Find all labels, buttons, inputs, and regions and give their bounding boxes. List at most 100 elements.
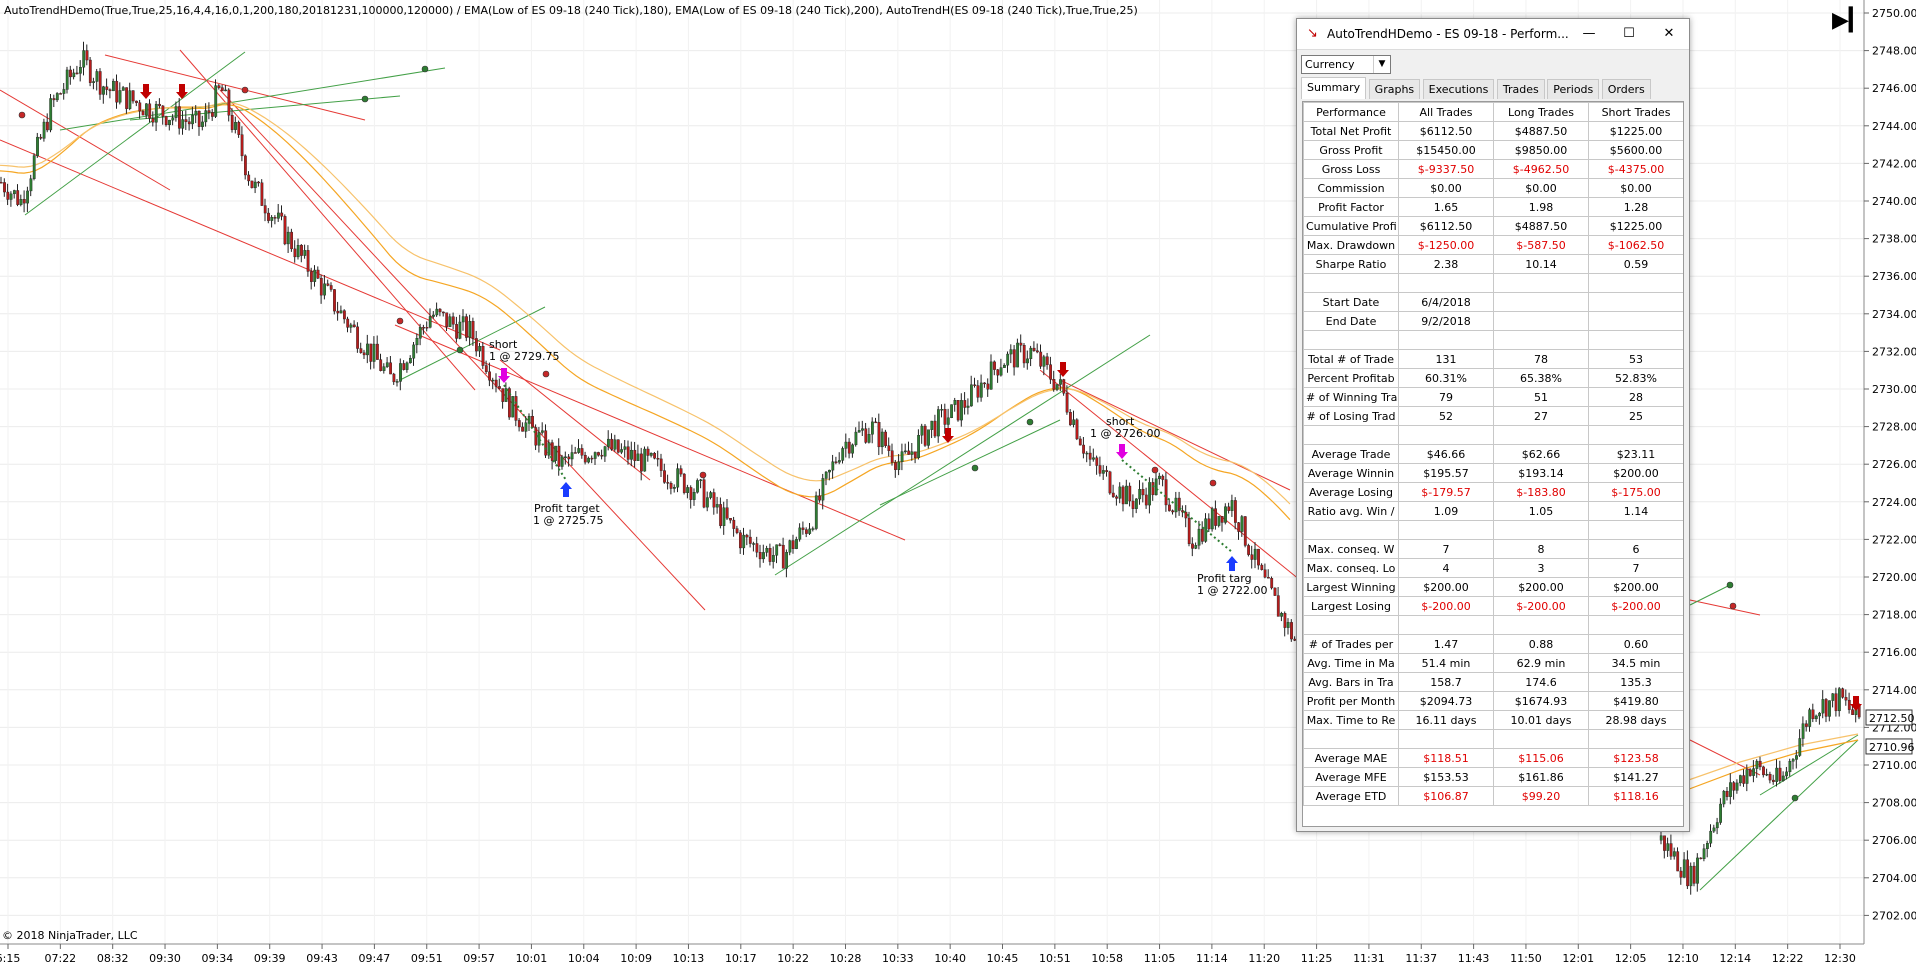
candle-body (640, 453, 643, 472)
time-tick-label: 10:17 (725, 952, 757, 965)
candle-body (1009, 349, 1013, 355)
candle-body (712, 492, 716, 508)
sell-arrow-icon (1850, 696, 1862, 711)
candle-body (643, 448, 647, 472)
sell-arrow-icon (942, 428, 954, 443)
metric-label: Max. conseq. W (1303, 539, 1399, 559)
display-unit-dropdown[interactable]: Currency ▼ (1301, 55, 1391, 74)
metric-value: $-1062.50 (1588, 235, 1683, 255)
candle-body (125, 87, 129, 109)
candle-body (607, 438, 610, 447)
candle-body (243, 155, 247, 176)
metric-value: 25 (1588, 406, 1683, 426)
price-tick-label: 2738.00 (1872, 233, 1916, 246)
time-tick-label: 09:57 (463, 952, 495, 965)
tab-trades[interactable]: Trades (1496, 79, 1545, 99)
metric-value: 3 (1493, 558, 1589, 578)
candle-body (227, 89, 231, 116)
tab-graphs[interactable]: Graphs (1368, 79, 1421, 99)
candle-body (465, 316, 468, 338)
candle-body (970, 384, 973, 407)
candle-body (19, 199, 23, 205)
candle-body (1696, 857, 1699, 884)
metric-label (1303, 615, 1399, 635)
metric-value (1398, 273, 1494, 293)
time-tick-label: 08:32 (97, 952, 129, 965)
candle-body (1837, 688, 1841, 712)
chevron-down-icon[interactable]: ▼ (1373, 56, 1390, 73)
metric-value (1493, 729, 1589, 749)
candle-body (1088, 452, 1092, 460)
candle-body (369, 343, 373, 362)
trend-line-green (59, 67, 446, 131)
candle-body (574, 452, 577, 454)
table-row: Average ETD $106.87 $99.20 $118.16 (1303, 786, 1683, 806)
candle-body (461, 316, 465, 323)
candle-body (1052, 379, 1056, 390)
candle-body (521, 426, 525, 432)
tab-orders[interactable]: Orders (1601, 79, 1651, 99)
candle-body (422, 327, 425, 329)
metric-value: $-179.57 (1398, 482, 1494, 502)
tab-periods[interactable]: Periods (1547, 79, 1600, 99)
metric-value: $0.00 (1493, 178, 1589, 198)
minimize-button[interactable]: — (1582, 26, 1596, 41)
summary-grid[interactable]: Performance All Trades Long Trades Short… (1302, 101, 1684, 827)
candle-body (1029, 347, 1033, 360)
candle-body (349, 324, 353, 328)
candle-body (1719, 803, 1723, 823)
candle-body (900, 451, 904, 462)
candle-body (1158, 475, 1161, 480)
metric-label: Ratio avg. Win / (1303, 501, 1399, 521)
metric-value: 174.6 (1493, 672, 1589, 692)
time-tick-label: 11:05 (1144, 952, 1176, 965)
price-tick-label: 2718.00 (1872, 609, 1916, 622)
metric-label: Avg. Bars in Tra (1303, 672, 1399, 692)
maximize-button[interactable]: ☐ (1623, 26, 1635, 41)
candle-body (359, 348, 363, 353)
candle-body (748, 536, 752, 544)
candle-body (564, 456, 567, 459)
candle-body (1283, 613, 1287, 628)
candle-body (1841, 688, 1845, 698)
metric-value: $6112.50 (1398, 216, 1494, 236)
candle-body (88, 59, 92, 83)
candle-body (1771, 779, 1775, 782)
metric-label: Average Winnin (1303, 463, 1399, 483)
candle-body (996, 369, 1000, 376)
tab-executions[interactable]: Executions (1422, 79, 1495, 99)
time-tick-label: 12:01 (1562, 952, 1594, 965)
metric-value: 0.59 (1588, 254, 1683, 274)
table-row: End Date 9/2/2018 (1303, 311, 1683, 331)
candle-body (293, 248, 297, 258)
metric-value: $-9337.50 (1398, 159, 1494, 179)
time-axis: 6:15 07:22 08:32 09:30 09:34 09:39 09:43 09:47 0… (0, 944, 1856, 965)
window-titlebar[interactable]: ↘ AutoTrendHDemo - ES 09-18 - Perform...… (1297, 19, 1689, 50)
trend-point-dot (1729, 602, 1737, 610)
table-row: Average Losing $-179.57 $-183.80 $-175.00 (1303, 482, 1683, 502)
last-price-box (1865, 738, 1913, 755)
candle-body (184, 119, 188, 122)
candle-body (706, 497, 709, 508)
candle-body (524, 422, 528, 432)
candle-body (194, 110, 198, 116)
last-price-label: 2712.50 (1869, 712, 1915, 725)
metric-value: $123.58 (1588, 748, 1683, 768)
metric-value (1398, 425, 1494, 445)
candle-body (1194, 545, 1198, 549)
candle-body (148, 103, 152, 119)
skip-to-end-icon[interactable]: ▶▎ (1832, 8, 1866, 33)
tab-summary[interactable]: Summary (1301, 77, 1367, 99)
candle-body (1798, 738, 1802, 756)
price-tick-label: 2736.00 (1872, 270, 1916, 283)
candle-body (415, 338, 419, 346)
candle-body (1111, 492, 1115, 497)
metric-label: # of Trades per (1303, 634, 1399, 654)
candle-body (319, 277, 323, 296)
candle-body (1844, 697, 1848, 701)
performance-window[interactable]: ↘ AutoTrendHDemo - ES 09-18 - Perform...… (1296, 18, 1690, 832)
candle-body (1679, 870, 1683, 878)
candle-body (610, 438, 614, 450)
candle-body (904, 450, 907, 453)
close-button[interactable]: ✕ (1663, 26, 1675, 41)
